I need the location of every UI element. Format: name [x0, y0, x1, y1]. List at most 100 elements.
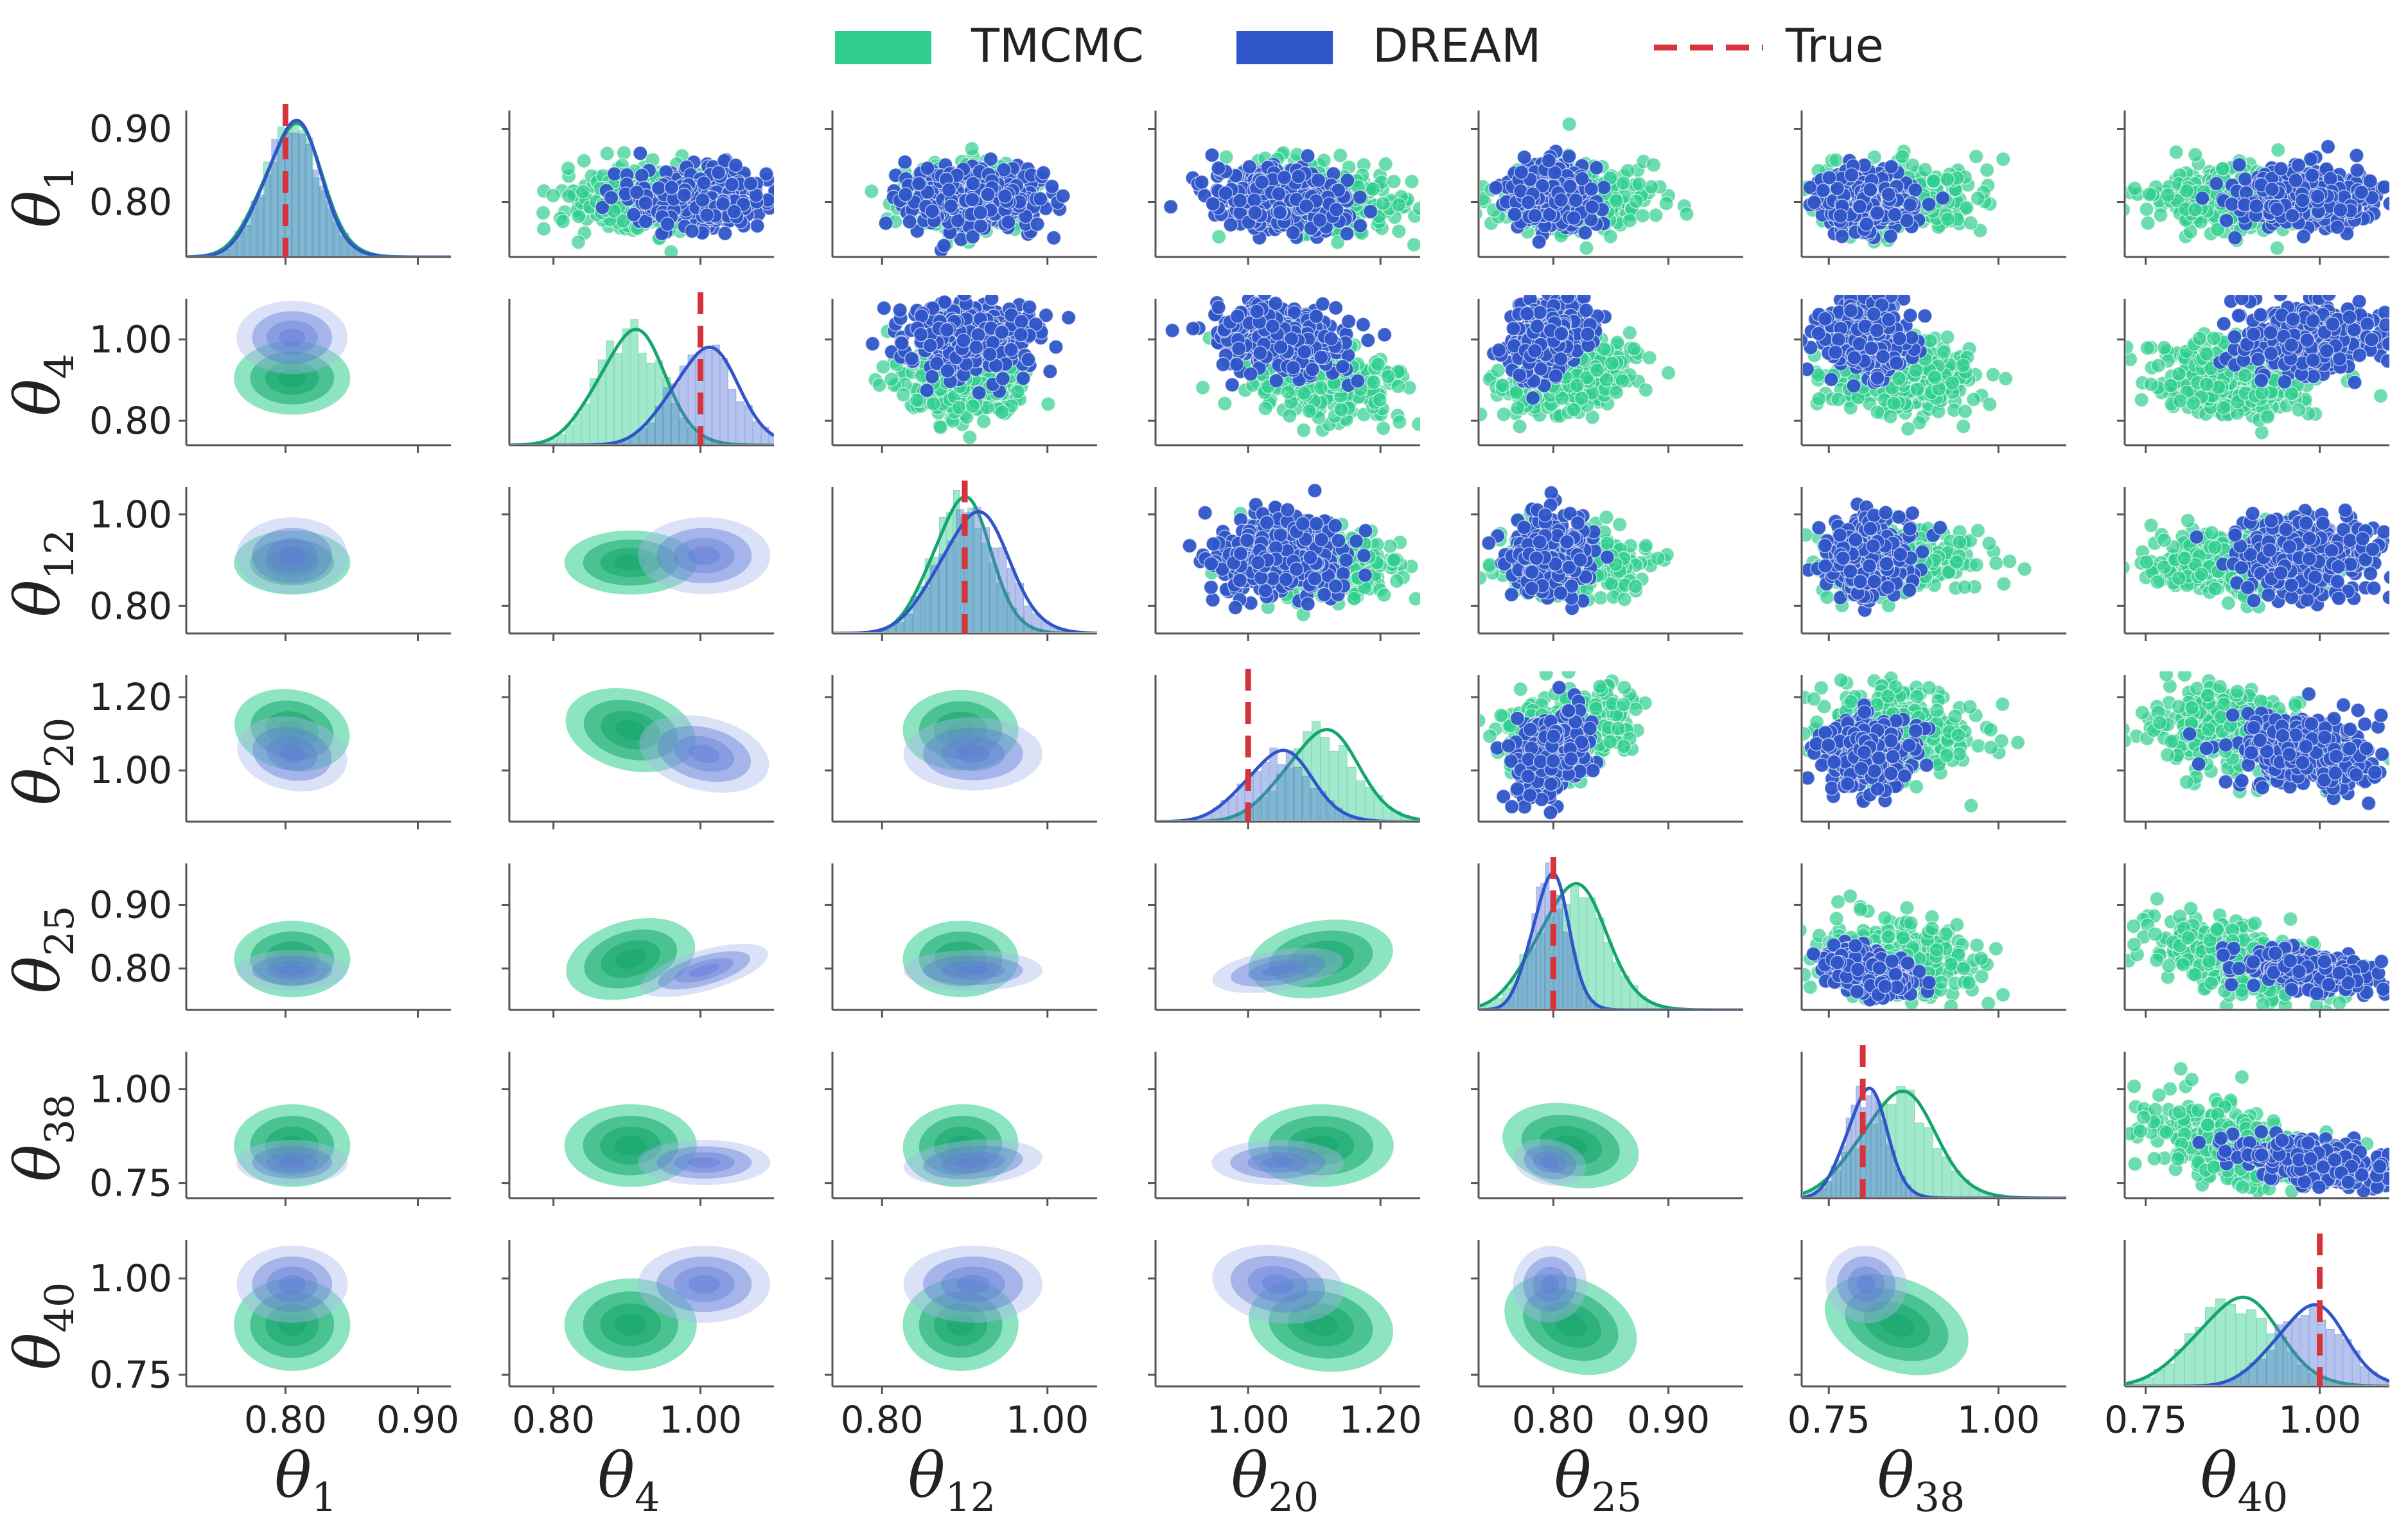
scatter-point-dream [902, 214, 917, 229]
scatter-point-dream [759, 166, 774, 182]
hist-bar-dream [312, 169, 319, 256]
scatter-point-dream [1863, 182, 1878, 198]
scatter-point-tmcmc [1375, 195, 1391, 211]
panel-body [234, 301, 351, 415]
scatter-point-dream [1247, 192, 1262, 208]
scatter-point-tmcmc [1211, 229, 1227, 245]
scatter-point-tmcmc [962, 429, 978, 444]
scatter-point-dream [750, 218, 765, 234]
hist-bar-dream [687, 354, 696, 444]
scatter-point-dream [1568, 193, 1584, 208]
scatter-point-dream [634, 168, 650, 183]
scatter-point-dream [2237, 172, 2253, 187]
scatter-point-dream [965, 229, 981, 245]
hist-bar-dream [292, 132, 299, 256]
scatter-point-tmcmc [2187, 146, 2203, 163]
scatter-point-dream [676, 188, 692, 203]
scatter-point-dream [972, 205, 989, 220]
scatter-point-tmcmc [1332, 148, 1348, 163]
scatter-point-dream [2333, 202, 2348, 218]
scatter-point-dream [2362, 173, 2378, 189]
scatter-point-dream [715, 196, 731, 211]
hist-bar-dream [243, 225, 251, 256]
scatter-point-tmcmc [2153, 208, 2168, 223]
scatter-point-dream [2269, 202, 2285, 217]
scatter-point-dream [897, 154, 913, 170]
scatter-point-dream [1822, 170, 1837, 186]
scatter-point-dream [1271, 186, 1287, 202]
scatter-point-dream [1903, 197, 1918, 213]
scatter-point-tmcmc [1658, 195, 1674, 211]
scatter-point-dream [983, 152, 999, 167]
hist-bar-dream [305, 143, 313, 256]
scatter-point-dream [1247, 205, 1263, 220]
legend-label-tmcmc: TMCMC [971, 19, 1144, 73]
scatter-point-dream [1363, 204, 1378, 220]
scatter-point-dream [1285, 225, 1301, 241]
scatter-point-tmcmc [1644, 179, 1659, 195]
scatter-point-dream [1032, 191, 1048, 207]
scatter-point-tmcmc [1628, 193, 1644, 209]
panel-body [1803, 143, 2011, 250]
pairplot-panels: 0.800.900.801.000.801.001.001.200.800.90… [89, 104, 2389, 1442]
hist-bar-dream [278, 143, 285, 256]
scatter-point-dream [695, 192, 710, 208]
hist-bar-dream [703, 349, 712, 444]
panel-r2-c1: 0.801.00 [89, 299, 451, 453]
hist-bar-tmcmc [622, 328, 631, 444]
scatter-point-tmcmc [1926, 173, 1942, 189]
scatter-point-dream [1869, 205, 1885, 221]
scatter-point-tmcmc [2168, 145, 2184, 160]
scatter-point-dream [2323, 171, 2339, 186]
scatter-point-tmcmc [1940, 172, 1955, 187]
panel-r1-c3 [825, 110, 1097, 265]
scatter-point-tmcmc [1679, 206, 1694, 222]
scatter-point-dream [1806, 195, 1822, 210]
scatter-point-tmcmc [536, 221, 552, 236]
hist-bar-dream [752, 421, 761, 444]
scatter-point-dream [710, 164, 726, 181]
scatter-point-tmcmc [1635, 208, 1651, 224]
kde-contour-tmcmc [278, 369, 306, 387]
hist-bar-tmcmc [557, 434, 565, 444]
scatter-point-dream [996, 162, 1012, 178]
scatter-point-dream [2231, 157, 2247, 173]
scatter-point-dream [664, 180, 680, 195]
hist-bar-dream [736, 401, 745, 444]
scatter-point-dream [2353, 184, 2369, 200]
legend-swatch-dream [1236, 31, 1333, 64]
scatter-point-dream [1588, 160, 1604, 175]
scatter-point-dream [911, 176, 927, 191]
scatter-point-dream [1596, 180, 1612, 195]
scatter-point-tmcmc [1010, 384, 1026, 400]
kde-contour-dream [252, 311, 333, 364]
scatter-point-dream [924, 204, 940, 219]
scatter-point-dream [1300, 148, 1315, 164]
scatter-point-tmcmc [1404, 173, 1419, 190]
scatter-point-tmcmc [2127, 181, 2143, 196]
scatter-point-dream [1218, 185, 1233, 201]
scatter-point-tmcmc [575, 184, 591, 200]
scatter-point-tmcmc [2187, 202, 2203, 218]
scatter-point-tmcmc [1579, 240, 1594, 256]
panel-body [864, 141, 1071, 256]
scatter-point-dream [965, 175, 981, 191]
scatter-point-dream [1585, 199, 1600, 215]
scatter-point-dream [936, 238, 952, 253]
hist-bar-tmcmc [320, 190, 328, 256]
scatter-point-dream [1340, 172, 1355, 188]
scatter-point-tmcmc [2140, 215, 2156, 231]
scatter-point-tmcmc [599, 146, 615, 161]
scatter-point-tmcmc [964, 141, 980, 157]
scatter-point-tmcmc [909, 393, 925, 408]
scatter-point-dream [2296, 229, 2312, 244]
scatter-point-dream [2249, 198, 2264, 214]
scatter-point-dream [984, 295, 999, 306]
panel-r1-c1: 0.800.90 [89, 104, 451, 265]
scatter-point-tmcmc [2210, 222, 2226, 238]
scatter-point-dream [1832, 208, 1849, 224]
scatter-point-tmcmc [2215, 161, 2231, 177]
scatter-point-tmcmc [926, 396, 941, 412]
scatter-point-dream [941, 182, 957, 198]
scatter-point-dream [1562, 179, 1578, 194]
